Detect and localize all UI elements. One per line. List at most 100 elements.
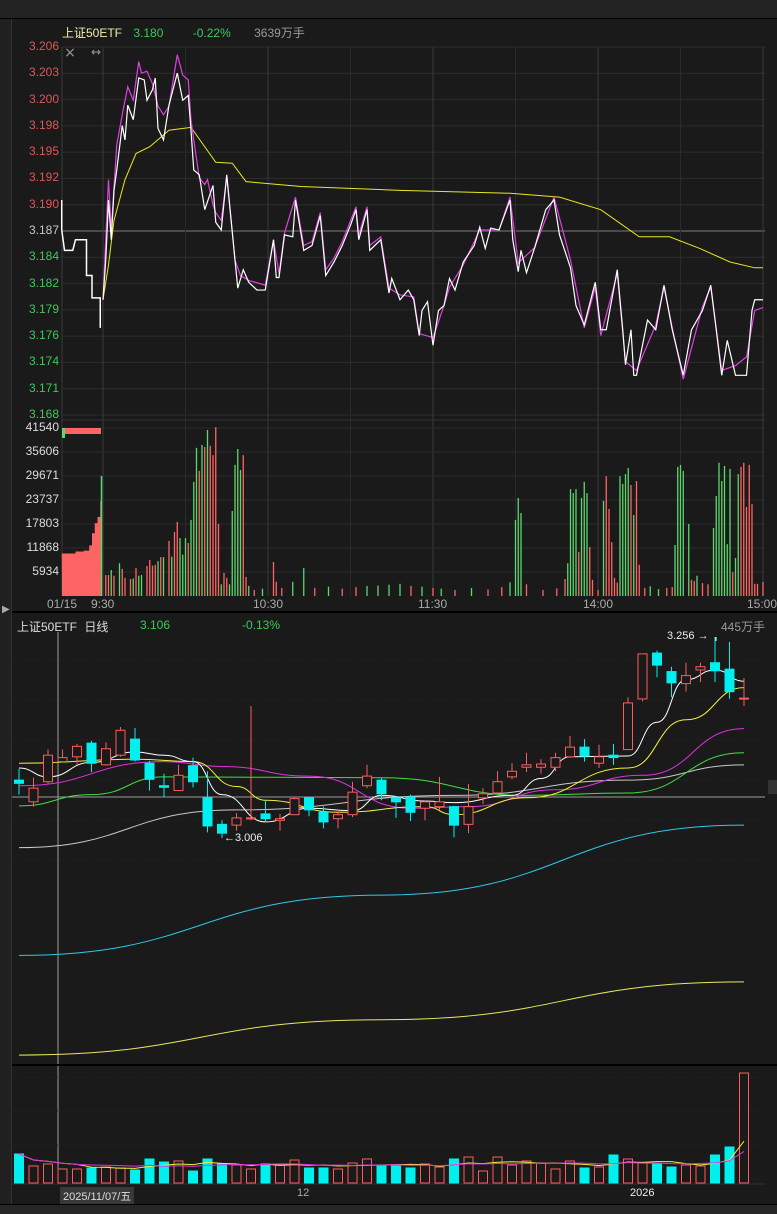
daily-volume-bar xyxy=(115,1167,126,1184)
candle-body xyxy=(347,791,358,816)
expand-panel-arrow-icon[interactable]: ▶ xyxy=(2,604,10,615)
daily-volume-bar xyxy=(681,1164,691,1184)
price-axis-label: 3.174 xyxy=(28,354,59,369)
price-axis-label: 3.206 xyxy=(28,39,59,53)
candle-body xyxy=(202,797,213,827)
daily-volume-bar xyxy=(260,1163,271,1184)
daily-volume-bar xyxy=(434,1166,445,1184)
volume-axis-label: 41540 xyxy=(25,420,59,434)
left-side-strip xyxy=(0,19,12,1205)
candle-body xyxy=(681,675,691,685)
close-icon[interactable]: × xyxy=(64,45,76,61)
crosshair-date-label: 2025/11/07/五 xyxy=(60,1187,135,1205)
price-axis-label: 3.195 xyxy=(28,144,59,159)
daily-volume-bar xyxy=(739,1072,749,1184)
average-price-line xyxy=(102,126,763,300)
candle-body xyxy=(608,754,619,759)
last-price: 3.180 xyxy=(133,26,164,40)
candle-body xyxy=(159,785,169,788)
price-axis-label: 3.187 xyxy=(28,223,59,237)
daily-volume-bar xyxy=(159,1161,169,1184)
candle-body xyxy=(188,765,198,783)
daily-volume-bar xyxy=(304,1167,314,1184)
daily-volume-bar xyxy=(652,1163,662,1184)
price-axis-label: 3.200 xyxy=(28,91,59,106)
candle-body xyxy=(130,738,140,761)
candle-body xyxy=(652,652,662,666)
daily-volume-bar xyxy=(710,1154,720,1184)
volume-axis-label: 29671 xyxy=(25,468,59,482)
security-name: 上证50ETF xyxy=(62,26,123,40)
horizontal-resize-icon[interactable]: ↔ xyxy=(90,45,102,59)
candle-body xyxy=(246,817,256,820)
candle-body xyxy=(289,798,300,816)
candle-body xyxy=(115,729,126,756)
daily-volume-bar xyxy=(289,1159,300,1184)
candle-body xyxy=(318,811,329,823)
price-axis-label: 3.198 xyxy=(28,117,59,132)
candle-body xyxy=(304,797,314,811)
daily-volume-bar xyxy=(43,1163,53,1184)
candle-body xyxy=(666,671,677,684)
daily-volume-bar xyxy=(594,1166,604,1184)
daily-volume-bar xyxy=(608,1154,619,1184)
candle-body xyxy=(434,801,445,808)
daily-volume-bar xyxy=(550,1168,561,1184)
low-price-annotation: ←3.006 xyxy=(224,832,263,844)
price-axis-label: 3.203 xyxy=(28,65,59,80)
candle-body xyxy=(260,813,271,820)
candle-body xyxy=(594,756,604,764)
candle-body xyxy=(463,806,474,825)
candle-body xyxy=(724,668,735,693)
premarket-volume-area xyxy=(61,500,101,596)
candle-body xyxy=(173,774,184,792)
arrow-right-icon: → xyxy=(697,630,709,642)
daily-volume-bar xyxy=(666,1166,677,1184)
total-volume: 3639万手 xyxy=(254,26,305,40)
daily-period[interactable]: 日线 xyxy=(84,620,109,634)
daily-volume-bar xyxy=(333,1168,343,1184)
time-label-date: 01/15 xyxy=(47,597,78,611)
candle-body xyxy=(333,814,343,820)
daily-volume-bar xyxy=(565,1160,575,1184)
daily-volume-bar xyxy=(246,1168,256,1184)
candle-body xyxy=(28,787,39,803)
date-label-2026: 2026 xyxy=(630,1187,655,1199)
candle-body xyxy=(550,757,561,768)
price-axis-label: 3.184 xyxy=(28,249,59,264)
candle-body xyxy=(565,746,575,758)
daily-volume-bar xyxy=(420,1163,430,1184)
intraday-plot-area xyxy=(62,47,765,596)
daily-volume-bar xyxy=(579,1167,590,1184)
daily-volume-bar xyxy=(130,1169,140,1184)
daily-volume-bar xyxy=(202,1158,213,1184)
daily-volume-bar xyxy=(521,1160,532,1184)
daily-volume-bar xyxy=(637,1162,648,1184)
daily-volume-bar xyxy=(391,1165,401,1184)
candle-body xyxy=(536,763,546,768)
candle-body xyxy=(623,702,633,751)
volume-axis-label: 35606 xyxy=(25,444,59,458)
time-label-1130: 11:30 xyxy=(418,597,448,611)
scroll-handle[interactable] xyxy=(768,780,777,794)
daily-volume-bar xyxy=(173,1160,184,1184)
daily-volume-bar xyxy=(231,1164,242,1184)
ma60-line xyxy=(18,764,745,849)
intraday-header: 上证50ETF 3.180 -0.22% 3639万手 xyxy=(62,24,305,41)
daily-volume-bar xyxy=(449,1158,459,1184)
arrow-left-icon: ← xyxy=(224,832,235,844)
low-price-label: 3.006 xyxy=(235,832,263,844)
volume-axis-label: 23737 xyxy=(25,492,59,506)
daily-volume-bar xyxy=(492,1156,503,1184)
high-price-annotation: 3.256 → xyxy=(667,630,709,642)
candle-body xyxy=(521,764,532,768)
price-axis-label: 3.168 xyxy=(28,407,59,421)
daily-volume-bar xyxy=(623,1158,633,1184)
premarket-price-line xyxy=(61,200,101,328)
candle-body xyxy=(362,775,372,787)
daily-volume-bar xyxy=(275,1164,285,1184)
candle-body xyxy=(101,748,111,766)
daily-volume-bar xyxy=(86,1167,97,1184)
candle-body xyxy=(492,781,503,794)
